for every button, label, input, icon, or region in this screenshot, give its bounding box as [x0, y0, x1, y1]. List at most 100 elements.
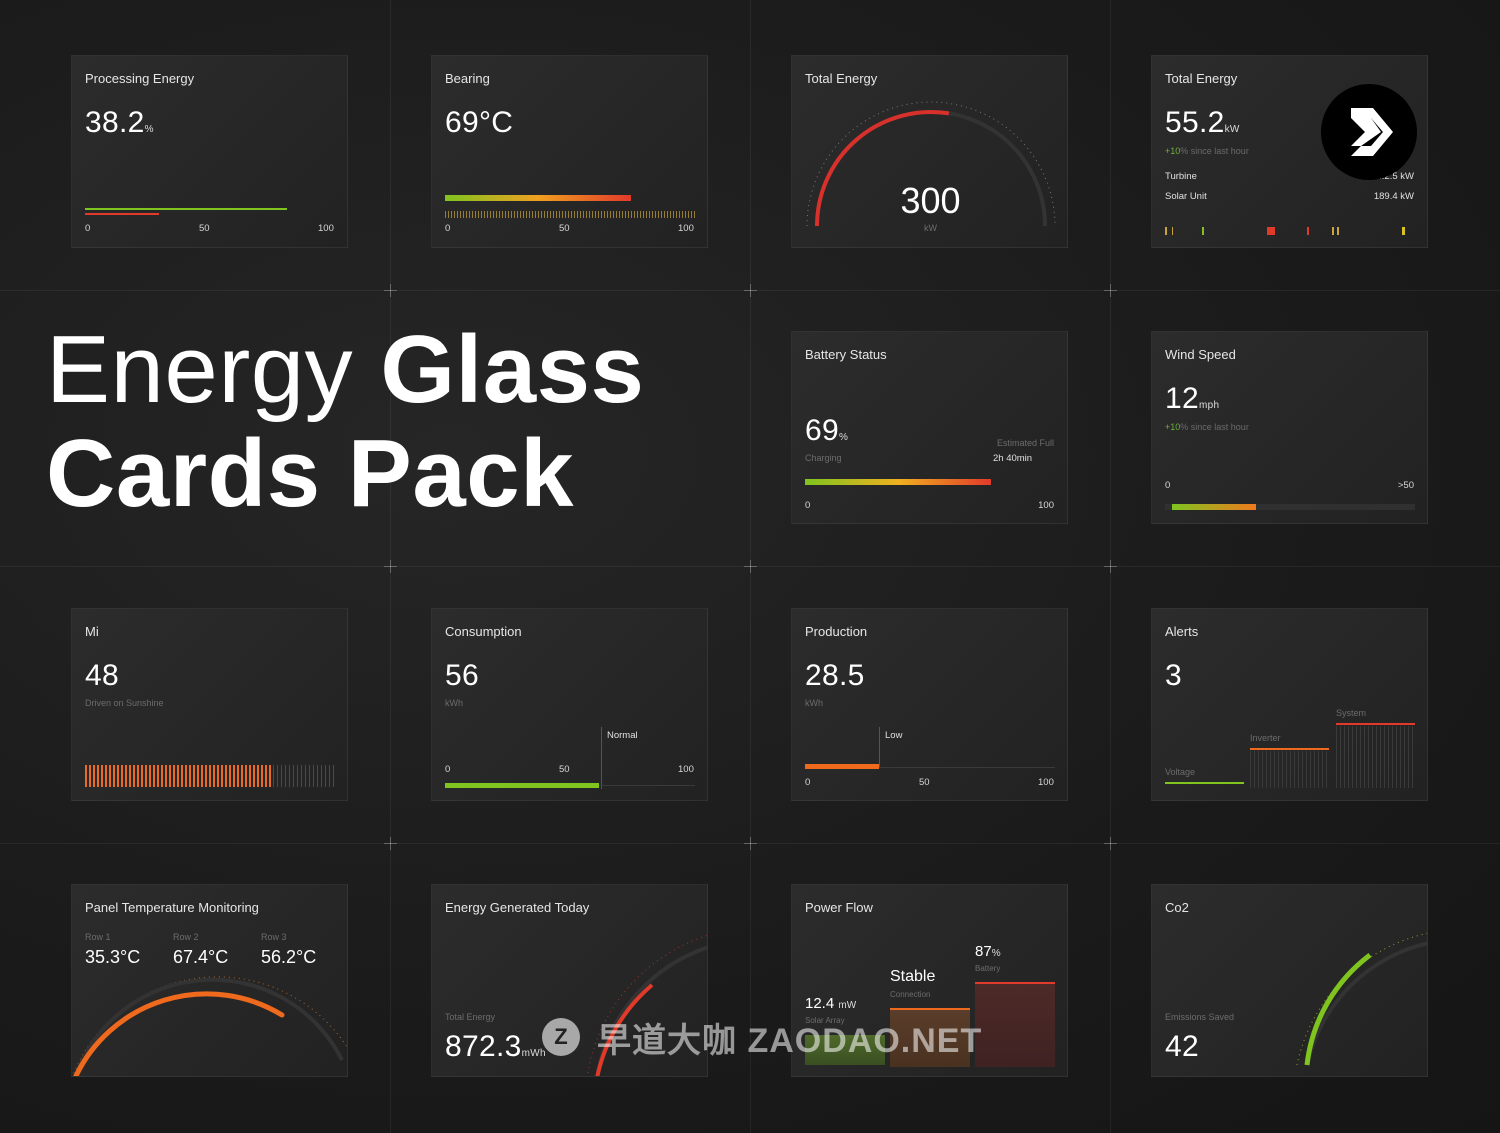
- row-label: Row 2: [173, 932, 199, 942]
- cross-mark: [1104, 560, 1117, 573]
- tick-label: 0: [445, 223, 451, 234]
- watermark-logo-icon: Z: [542, 1018, 580, 1056]
- card-title: Total Energy: [1165, 71, 1238, 86]
- row-value: ...2.5 kW: [1376, 171, 1414, 182]
- card-title: Battery Status: [805, 347, 887, 362]
- card-value: 48: [85, 659, 119, 692]
- gauge-value: 300: [900, 180, 961, 221]
- flow-bar-connection: [890, 1008, 970, 1067]
- tick-label: 100: [1038, 777, 1054, 788]
- temperature-arc-chart: [72, 976, 347, 1076]
- grid-line: [390, 0, 391, 1133]
- row-value: 189.4 kW: [1373, 191, 1414, 202]
- progress-track-green: [85, 208, 287, 210]
- card-unit: kWh: [445, 698, 463, 708]
- card-title: Bearing: [445, 71, 490, 86]
- alert-fill-system: [1336, 726, 1415, 788]
- card-title: Total Energy: [805, 71, 878, 86]
- card-title: Panel Temperature Monitoring: [85, 900, 259, 915]
- row-label: Row 3: [261, 932, 287, 942]
- gauge-chart: [806, 101, 1056, 227]
- progress-fill: [445, 783, 599, 788]
- card-title: Co2: [1165, 900, 1189, 915]
- tick-label: 0: [1165, 480, 1171, 491]
- grid-line: [750, 0, 751, 1133]
- event-strip: [1165, 227, 1405, 235]
- tick-strip: [445, 211, 695, 218]
- tick-label: 0: [805, 500, 811, 511]
- logo-badge: [1321, 84, 1417, 180]
- wind-fill: [1172, 504, 1256, 510]
- card-title: Energy Generated Today: [445, 900, 590, 915]
- cross-mark: [744, 284, 757, 297]
- generated-arc-chart: [586, 935, 707, 1076]
- flow-bar-battery: [975, 982, 1055, 1067]
- card-consumption[interactable]: Consumption 56 kWh Normal 0 50 100: [431, 608, 708, 801]
- alert-category: Inverter: [1250, 733, 1281, 743]
- cross-mark: [384, 560, 397, 573]
- battery-progress-fill: [805, 479, 991, 485]
- card-value: 56: [445, 659, 479, 692]
- alert-bar-inverter: [1250, 748, 1329, 750]
- cross-mark: [384, 284, 397, 297]
- card-production[interactable]: Production 28.5 kWh Low 0 50 100: [791, 608, 1068, 801]
- card-value: 3: [1165, 659, 1182, 692]
- alert-fill-inverter: [1250, 751, 1329, 788]
- card-title: Wind Speed: [1165, 347, 1236, 362]
- card-power-flow[interactable]: Power Flow 12.4 mW Solar Array Stable Co…: [791, 884, 1068, 1077]
- card-bearing[interactable]: Bearing 69°C 0 50 100: [431, 55, 708, 248]
- card-panel-temperature[interactable]: Panel Temperature Monitoring Row 1 Row 2…: [71, 884, 348, 1077]
- card-value: 28.5: [805, 659, 865, 692]
- card-title: Consumption: [445, 624, 522, 639]
- gauge-unit: kW: [924, 223, 937, 233]
- tick-label: 50: [199, 223, 210, 234]
- headline-line2: Cards Pack: [46, 420, 574, 527]
- flow-bar-solar: [805, 1035, 885, 1065]
- tick-label: >50: [1397, 480, 1414, 491]
- tick-label: 100: [1038, 500, 1054, 511]
- card-total-energy-turbine[interactable]: Total Energy 55.2kW +10% since last hour…: [1151, 55, 1428, 248]
- battery-value: 87%: [975, 943, 1001, 960]
- battery-status: Charging: [805, 453, 842, 463]
- card-subtitle: Driven on Sunshine: [85, 698, 164, 708]
- card-wind-speed[interactable]: Wind Speed 12mph +10% since last hour 0 …: [1151, 331, 1428, 524]
- card-alerts[interactable]: Alerts 3 Voltage Inverter System: [1151, 608, 1428, 801]
- card-value: 38.2%: [85, 106, 154, 139]
- cross-mark: [744, 837, 757, 850]
- headline-light: Energy: [46, 316, 354, 423]
- card-unit: kWh: [805, 698, 823, 708]
- total-label: Total Energy: [445, 1012, 496, 1022]
- card-total-energy-gauge[interactable]: Total Energy 300 kW: [791, 55, 1068, 248]
- card-mi[interactable]: Mi 48 Driven on Sunshine: [71, 608, 348, 801]
- row-value: 56.2°C: [261, 947, 317, 967]
- tick-label: 100: [318, 223, 334, 234]
- change-text: +10% since last hour: [1165, 146, 1249, 156]
- progress-fill: [445, 195, 631, 201]
- watermark-text: 早道大咖 ZAODAO.NET: [597, 1022, 983, 1060]
- headline: Energy Glass Cards Pack: [46, 318, 644, 526]
- row-label: Solar Unit: [1165, 191, 1207, 202]
- estimate-label: Estimated Full: [996, 438, 1054, 448]
- bar-fill: [85, 765, 273, 787]
- alert-bar-voltage: [1165, 782, 1244, 784]
- co2-label: Emissions Saved: [1165, 1012, 1235, 1022]
- card-energy-generated[interactable]: Energy Generated Today Total Energy 872.…: [431, 884, 708, 1077]
- card-value: 69°C: [445, 106, 514, 139]
- card-battery-status[interactable]: Battery Status 69% Charging Estimated Fu…: [791, 331, 1068, 524]
- card-co2[interactable]: Co2 Emissions Saved 42: [1151, 884, 1428, 1077]
- estimate-value: 2h 40min: [993, 453, 1033, 464]
- row-value: 67.4°C: [173, 947, 229, 967]
- card-processing-energy[interactable]: Processing Energy 38.2% 0 50 100: [71, 55, 348, 248]
- headline-bold: Glass: [380, 316, 645, 423]
- cross-mark: [744, 560, 757, 573]
- progress-fill: [85, 213, 159, 215]
- progress-fill: [805, 764, 879, 769]
- grid-line: [0, 843, 1500, 844]
- card-title: Production: [805, 624, 868, 639]
- co2-arc-chart: [1296, 932, 1427, 1066]
- card-title: Mi: [85, 624, 99, 639]
- card-title: Power Flow: [805, 900, 873, 915]
- track: [805, 767, 1055, 768]
- card-title: Alerts: [1165, 624, 1199, 639]
- alert-bar-system: [1336, 723, 1415, 725]
